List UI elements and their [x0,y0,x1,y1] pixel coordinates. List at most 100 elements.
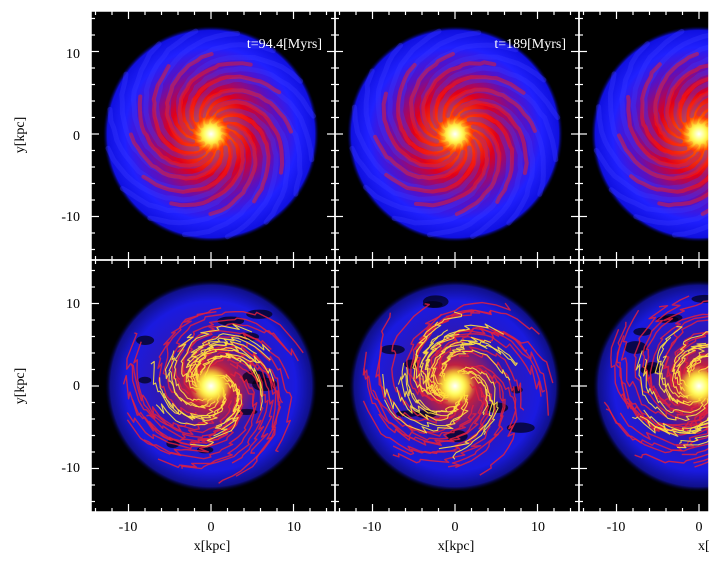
spiral-arm [676,76,709,134]
galaxy-image-bottom-middle [349,280,561,492]
spiral-arm [169,128,245,208]
dense-filament [412,321,449,402]
gas-filament [679,331,709,377]
dense-filament [457,366,499,436]
gas-filament [603,401,709,454]
void [633,327,652,336]
outer-arm [681,81,709,123]
galaxy-image-bottom-left [105,280,317,492]
dense-filament [686,346,709,378]
dense-filament [635,350,709,422]
spiral-arm [177,61,253,140]
outer-arm [689,91,709,118]
x-tick-label: 0 [452,520,459,535]
spiral-arm [685,89,709,129]
outer-arm [363,131,491,214]
y-tick-label: -10 [61,461,80,476]
gas-filament [438,335,542,397]
dense-filament [452,376,494,460]
outer-arm [349,139,481,202]
galaxy-core [437,368,473,404]
spiral-arm [208,120,258,216]
galaxy-image-top-left [103,26,319,242]
outer-arm [409,42,519,144]
spiral-arm [455,111,515,204]
void [644,361,661,374]
outer-arm [147,123,257,226]
outer-arm [352,104,473,191]
dense-filament [439,349,511,381]
void [624,341,647,354]
dense-filament [679,434,709,444]
gas-filament [649,313,709,414]
gas-filament [209,356,277,477]
dense-filament [204,352,275,382]
gas-filament [227,358,269,464]
outer-arm [452,98,536,226]
outer-arm [107,106,229,192]
dense-filament [180,323,253,392]
spiral-arm [164,52,214,147]
galaxy-image-top-right [591,26,709,242]
spiral-arm [657,128,709,208]
gas-filament [180,330,272,394]
galaxy-core [193,368,229,404]
gas-filament [143,375,255,460]
outer-arm [363,68,466,180]
spiral-arm [421,60,497,141]
x-tick-label: -10 [119,520,138,535]
outer-arm [427,116,512,238]
outer-arm [608,187,709,214]
gas-filament [362,351,474,441]
x-axis-label: x[kpc] [438,539,475,554]
outer-arm [387,28,451,160]
spiral-arm [205,99,285,175]
spiral-arm [449,100,529,175]
outer-arm [119,131,247,214]
galaxy-disk [591,26,709,242]
dense-filament [155,390,227,426]
y-axis-label-bottom: y[kpc] [13,368,28,405]
outer-arm [119,71,221,180]
outer-arm [193,76,315,163]
galaxy-core [195,118,227,150]
spiral-arm [137,94,217,168]
spiral-arm [151,64,211,157]
gas-filament [362,394,490,454]
spiral-arm [665,63,709,140]
time-label-panel-2: t=189[Myrs] [494,37,566,52]
gas-filament [157,371,258,468]
dense-filament [168,355,216,409]
gas-filament [643,300,709,407]
spiral-arm [653,52,699,148]
dense-filament [424,323,505,389]
dense-filament [672,331,709,385]
dense-filament [213,375,243,437]
gas-filament [615,321,707,428]
outer-arm [208,98,291,225]
dense-filament [647,416,709,435]
gas-filament [634,453,709,464]
dense-filament [438,370,495,450]
dense-filament [425,333,460,396]
time-label-panel-1: t=94.4[Myrs] [247,37,322,52]
outer-arm [398,30,482,152]
dense-filament [414,311,463,399]
x-tick-label: -10 [363,520,382,535]
gas-filament [375,345,477,437]
spiral-arm [198,88,293,134]
x-tick-label: 10 [531,520,545,535]
outer-arm [663,56,709,137]
galaxy-image-bottom-right [593,280,709,492]
y-tick-label: 10 [66,297,80,312]
dense-filament [686,355,709,372]
void [138,376,152,384]
dense-filament [401,362,461,414]
gas-filament [447,367,504,468]
gas-filament [683,342,709,375]
dense-filament [654,336,692,405]
y-tick-label: 0 [73,379,80,394]
dense-filament [420,329,449,397]
outer-arm [105,139,237,203]
spiral-arm [129,132,224,181]
